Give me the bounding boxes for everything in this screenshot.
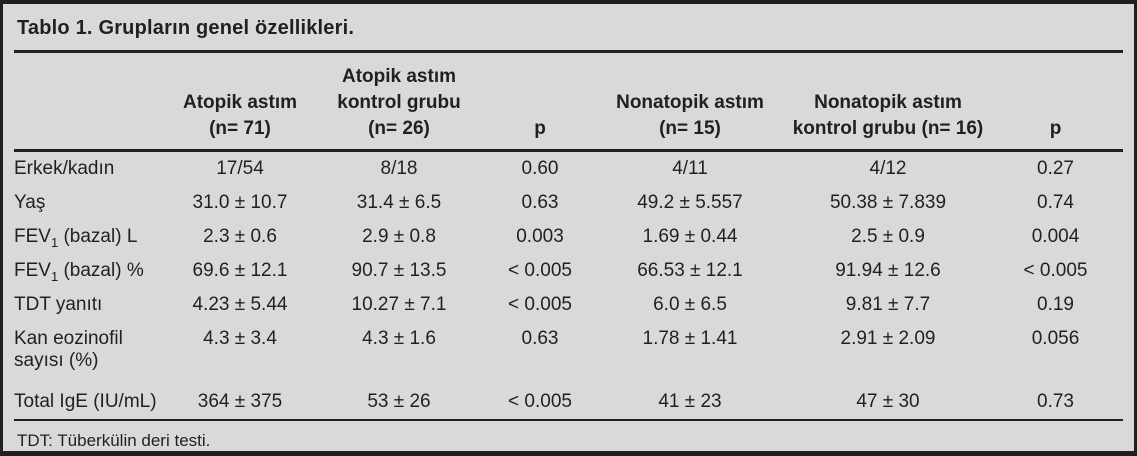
- cell-value: 0.004: [1031, 226, 1080, 247]
- col-header-line: Nonatopik astım: [616, 92, 764, 113]
- table-row: FEV1 (bazal) % 69.6 ± 12.1 90.7 ± 13.5 <…: [14, 254, 1123, 288]
- col-header-line: Atopik astım: [341, 66, 457, 87]
- col-header-p-left: p: [488, 53, 592, 152]
- cell-value: 0.73: [988, 385, 1123, 421]
- col-header-line: (n= 26): [368, 118, 430, 139]
- row-label: FEV1 (bazal) %: [14, 260, 144, 284]
- table-row: Kan eozinofil sayısı (%) 4.3 ± 3.4 4.3 ± …: [14, 322, 1123, 385]
- table-figure-inner: Tablo 1. Grupların genel özellikleri. At…: [3, 4, 1134, 451]
- col-header-nonatopik-astim: Nonatopik astım (n= 15): [592, 53, 788, 152]
- cell-value: 17/54: [216, 158, 264, 179]
- table-row: Yaş 31.0 ± 10.7 31.4 ± 6.5 0.63 49.2 ± 5…: [14, 186, 1123, 220]
- cell-value: 10.27 ± 7.1: [351, 294, 447, 315]
- row-label: TDT yanıtı: [14, 294, 103, 315]
- row-label: FEV1 (bazal) L: [14, 226, 138, 250]
- cell-value: 49.2 ± 5.557: [637, 192, 743, 213]
- table-title: Tablo 1. Grupların genel özellikleri.: [17, 17, 355, 39]
- cell-value: 2.3 ± 0.6: [203, 226, 277, 247]
- cell-value: 0.27: [1037, 158, 1074, 179]
- table-row: FEV1 (bazal) L 2.3 ± 0.6 2.9 ± 0.8 0.003…: [14, 220, 1123, 254]
- col-header-nonatopik-kontrol: Nonatopik astım kontrol grubu (n= 16): [788, 53, 988, 152]
- label-subscript: 1: [50, 234, 59, 250]
- col-header-line: kontrol grubu (n= 16): [792, 118, 984, 139]
- col-header-line: Nonatopik astım: [814, 92, 962, 113]
- cell-value: 8/18: [380, 158, 418, 179]
- row-label: Yaş: [14, 192, 46, 213]
- cell-value: 4.3 ± 3.4: [203, 328, 277, 349]
- row-label: Total IgE (IU/mL): [14, 385, 170, 421]
- cell-value: 2.91 ± 2.09: [840, 328, 936, 349]
- groups-table: Atopik astım (n= 71) Atopik astım kontro…: [14, 53, 1123, 421]
- cell-value: 53 ± 26: [310, 385, 488, 421]
- cell-value: 69.6 ± 12.1: [192, 260, 288, 281]
- cell-value: 4/11: [672, 158, 708, 179]
- row-label: Erkek/kadın: [14, 158, 115, 179]
- cell-value: 1.78 ± 1.41: [642, 328, 738, 349]
- cell-value: 90.7 ± 13.5: [351, 260, 447, 281]
- col-header-line: kontrol grubu: [337, 92, 461, 113]
- col-header-empty: [14, 53, 170, 152]
- cell-value: 364 ± 375: [170, 385, 310, 421]
- table-row: Total IgE (IU/mL) 364 ± 375 53 ± 26 < 0.…: [14, 385, 1123, 421]
- cell-value: 66.53 ± 12.1: [637, 260, 743, 281]
- cell-value: 0.003: [516, 226, 564, 247]
- cell-value: < 0.005: [488, 385, 592, 421]
- cell-value: 2.9 ± 0.8: [362, 226, 436, 247]
- cell-value: 0.60: [521, 158, 559, 179]
- cell-value: 0.056: [1031, 328, 1080, 349]
- cell-value: 0.74: [1037, 192, 1074, 213]
- cell-value: 31.4 ± 6.5: [356, 192, 442, 213]
- col-header-p-right: p: [988, 53, 1123, 152]
- cell-value: 41 ± 23: [592, 385, 788, 421]
- cell-value: 4/12: [869, 158, 907, 179]
- cell-value: 50.38 ± 7.839: [829, 192, 947, 213]
- cell-value: 0.63: [521, 192, 559, 213]
- cell-value: < 0.005: [508, 260, 572, 281]
- cell-value: 0.19: [1037, 294, 1074, 315]
- table-row: Erkek/kadın 17/54 8/18 0.60 4/11 4/12 0.…: [14, 151, 1123, 187]
- table-row: TDT yanıtı 4.23 ± 5.44 10.27 ± 7.1 < 0.0…: [14, 288, 1123, 322]
- cell-value: 4.3 ± 1.6: [362, 328, 436, 349]
- col-header-atopik-astim: Atopik astım (n= 71): [170, 53, 310, 152]
- cell-value: 9.81 ± 7.7: [845, 294, 931, 315]
- table-footnote: TDT: Tüberkülin deri testi.: [17, 431, 211, 450]
- row-label: Kan eozinofil sayısı (%): [14, 328, 123, 371]
- cell-value: 0.63: [521, 328, 559, 349]
- cell-value: 31.0 ± 10.7: [192, 192, 288, 213]
- cell-value: 6.0 ± 6.5: [653, 294, 727, 315]
- title-rule: [14, 50, 1123, 53]
- col-header-line: (n= 71): [209, 118, 271, 139]
- label-subscript: 1: [50, 268, 59, 284]
- cell-value: < 0.005: [1023, 260, 1088, 281]
- cell-value: 1.69 ± 0.44: [642, 226, 738, 247]
- col-header-line: Atopik astım: [182, 92, 298, 113]
- cell-value: < 0.005: [508, 294, 572, 315]
- cell-value: 2.5 ± 0.9: [851, 226, 925, 247]
- col-header-atopik-kontrol: Atopik astım kontrol grubu (n= 26): [310, 53, 488, 152]
- col-header-line: (n= 15): [659, 118, 721, 139]
- cell-value: 4.23 ± 5.44: [192, 294, 288, 315]
- header-row: Atopik astım (n= 71) Atopik astım kontro…: [14, 53, 1123, 152]
- cell-value: 47 ± 30: [788, 385, 988, 421]
- cell-value: 91.94 ± 12.6: [835, 260, 941, 281]
